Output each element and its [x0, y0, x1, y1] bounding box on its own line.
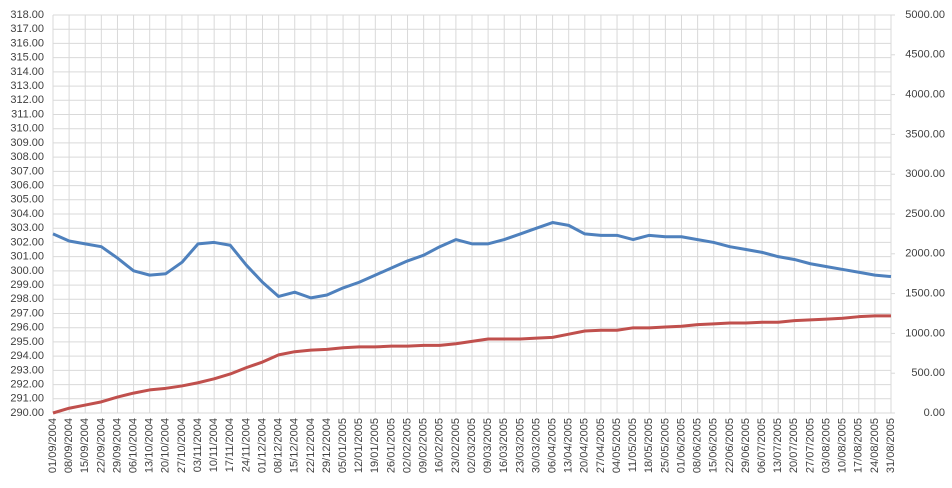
y-tick-label: 314.00	[10, 66, 44, 78]
y2-tick-label: 3000.00	[905, 168, 945, 180]
x-tick-label: 13/10/2004	[144, 418, 156, 473]
y-tick-label: 310.00	[10, 123, 44, 135]
x-tick-label: 23/02/2005	[450, 418, 462, 473]
x-tick-label: 29/12/2004	[321, 418, 333, 473]
x-tick-label: 19/01/2005	[369, 418, 381, 473]
y-tick-label: 293.00	[10, 364, 44, 376]
x-tick-label: 25/05/2005	[659, 418, 671, 473]
x-tick-label: 03/11/2004	[192, 418, 204, 472]
x-tick-label: 06/10/2004	[127, 418, 139, 473]
y2-tick-label: 0.00	[924, 407, 945, 419]
x-tick-label: 09/03/2005	[482, 418, 494, 473]
y2-tick-label: 1000.00	[905, 327, 945, 339]
x-tick-label: 27/07/2005	[804, 418, 816, 473]
y-tick-label: 300.00	[10, 265, 44, 277]
x-tick-label: 09/02/2005	[418, 418, 430, 473]
x-tick-label: 01/12/2004	[256, 418, 268, 473]
x-tick-label: 20/07/2005	[788, 418, 800, 473]
x-tick-label: 04/05/2005	[611, 418, 623, 473]
x-tick-label: 24/11/2004	[240, 418, 252, 472]
x-tick-label: 20/04/2005	[579, 418, 591, 473]
x-tick-label: 10/08/2005	[837, 418, 849, 473]
x-tick-label: 11/05/2005	[627, 418, 639, 472]
y2-tick-label: 2000.00	[905, 248, 945, 260]
y-tick-label: 297.00	[10, 307, 44, 319]
x-tick-label: 30/03/2005	[530, 418, 542, 473]
x-tick-label: 01/09/2004	[47, 418, 59, 473]
y-tick-label: 295.00	[10, 336, 44, 348]
y-tick-label: 317.00	[10, 23, 44, 35]
x-tick-label: 22/09/2004	[95, 418, 107, 473]
line-series	[52, 221, 892, 300]
y-tick-label: 303.00	[10, 222, 44, 234]
y-tick-label: 308.00	[10, 151, 44, 163]
x-tick-label: 16/02/2005	[434, 418, 446, 473]
x-tick-label: 15/12/2004	[289, 418, 301, 473]
x-tick-label: 31/08/2005	[885, 418, 897, 473]
y-tick-label: 301.00	[10, 251, 44, 263]
y-tick-label: 294.00	[10, 350, 44, 362]
line-series	[52, 314, 891, 415]
y2-tick-label: 500.00	[911, 367, 945, 379]
x-tick-label: 22/12/2004	[305, 418, 317, 473]
x-tick-label: 17/11/2004	[224, 418, 236, 472]
x-tick-label: 02/02/2005	[401, 418, 413, 473]
y-tick-label: 291.00	[10, 393, 44, 405]
x-tick-label: 06/04/2005	[546, 418, 558, 473]
y-tick-label: 309.00	[10, 137, 44, 149]
x-tick-label: 08/06/2005	[692, 418, 704, 473]
y2-tick-label: 1500.00	[905, 288, 945, 300]
y2-tick-label: 4000.00	[905, 89, 945, 101]
x-tick-label: 01/06/2005	[675, 418, 687, 473]
y-tick-label: 313.00	[10, 80, 44, 92]
x-tick-label: 24/08/2005	[869, 418, 881, 473]
x-tick-label: 13/04/2005	[563, 418, 575, 473]
x-tick-label: 23/03/2005	[514, 418, 526, 473]
y2-tick-label: 3500.00	[905, 128, 945, 140]
x-tick-label: 10/11/2004	[208, 418, 220, 472]
y-tick-label: 304.00	[10, 208, 44, 220]
x-tick-label: 18/05/2005	[643, 418, 655, 473]
y2-tick-label: 4500.00	[905, 49, 945, 61]
y2-tick-label: 2500.00	[905, 208, 945, 220]
y-tick-label: 312.00	[10, 94, 44, 106]
x-tick-label: 17/08/2005	[853, 418, 865, 473]
y-tick-label: 298.00	[10, 293, 44, 305]
y2-tick-label: 5000.00	[905, 9, 945, 21]
y-tick-label: 315.00	[10, 52, 44, 64]
y-tick-label: 318.00	[10, 9, 44, 21]
x-tick-label: 08/12/2004	[273, 418, 285, 473]
y-tick-label: 302.00	[10, 236, 44, 248]
x-tick-label: 08/09/2004	[63, 418, 75, 473]
x-tick-label: 22/06/2005	[724, 418, 736, 473]
y-tick-label: 307.00	[10, 165, 44, 177]
x-tick-label: 12/01/2005	[353, 418, 365, 473]
y-tick-label: 296.00	[10, 322, 44, 334]
x-tick-label: 16/03/2005	[498, 418, 510, 473]
x-tick-label: 15/09/2004	[79, 418, 91, 473]
x-tick-label: 29/09/2004	[111, 418, 123, 473]
x-tick-label: 27/04/2005	[595, 418, 607, 473]
y-tick-label: 290.00	[10, 407, 44, 419]
x-tick-label: 26/01/2005	[385, 418, 397, 473]
y-tick-label: 305.00	[10, 194, 44, 206]
x-tick-label: 03/08/2005	[820, 418, 832, 473]
x-tick-label: 29/06/2005	[740, 418, 752, 473]
x-tick-label: 02/03/2005	[466, 418, 478, 473]
y-tick-label: 316.00	[10, 37, 44, 49]
x-tick-label: 06/07/2005	[756, 418, 768, 473]
x-tick-label: 05/01/2005	[337, 418, 349, 473]
y-tick-label: 306.00	[10, 179, 44, 191]
y-tick-label: 292.00	[10, 378, 44, 390]
y-tick-label: 311.00	[11, 108, 44, 120]
y-tick-label: 299.00	[10, 279, 44, 291]
x-tick-label: 13/07/2005	[772, 418, 784, 473]
x-tick-label: 20/10/2004	[160, 418, 172, 473]
x-tick-label: 27/10/2004	[176, 418, 188, 473]
x-tick-label: 15/06/2005	[708, 418, 720, 473]
